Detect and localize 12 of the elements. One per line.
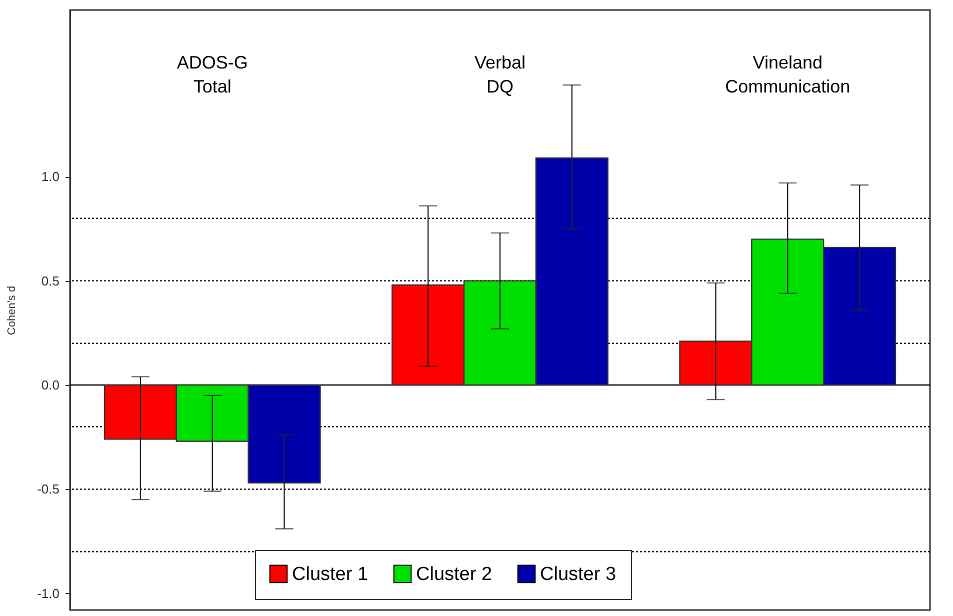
y-tick-label: 1.0 (41, 169, 60, 184)
legend-label: Cluster 1 (292, 564, 368, 585)
x-tick-label: Verbal DQ (474, 52, 526, 96)
y-tick-label: -0.5 (37, 482, 60, 497)
x-tick-label: Vineland Communication (725, 52, 850, 96)
y-axis-title: Cohen's d (6, 286, 18, 336)
x-tick-label: ADOS-G Total (176, 52, 248, 96)
y-tick-label: 0.5 (41, 273, 60, 288)
y-tick-label: -1.0 (37, 586, 60, 601)
legend-label: Cluster 3 (540, 564, 616, 585)
legend-label: Cluster 2 (416, 564, 492, 585)
y-tick-label: 0.0 (41, 378, 60, 392)
